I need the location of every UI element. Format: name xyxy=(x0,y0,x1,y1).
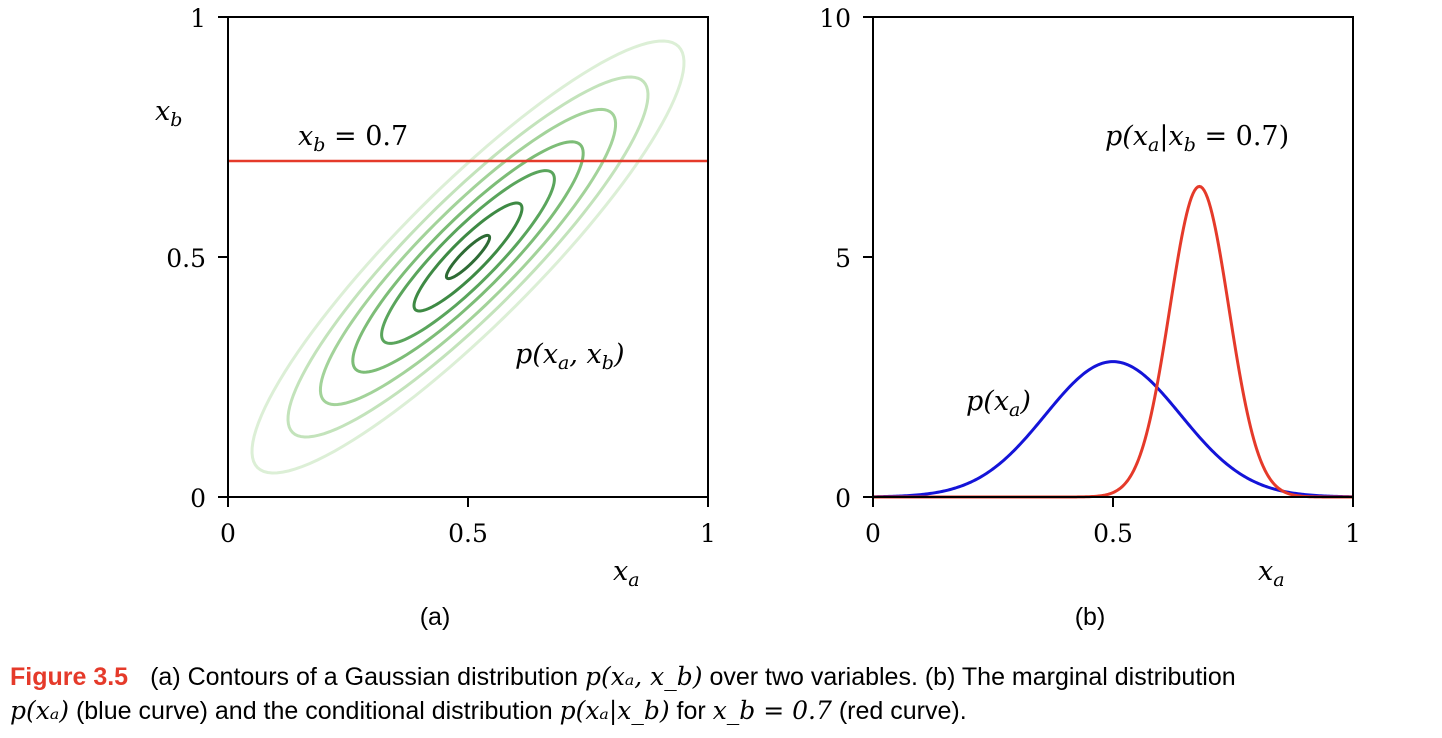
xtick-label: 0.5 xyxy=(1093,519,1133,548)
joint-annotation: p(xa, xb) xyxy=(515,339,625,374)
sublabel-a: (a) xyxy=(420,603,451,631)
sublabel-b: (b) xyxy=(1075,603,1106,631)
figure-caption: Figure 3.5 (a) Contours of a Gaussian dis… xyxy=(10,660,1435,728)
contour-group xyxy=(250,39,686,475)
ticks-a xyxy=(218,16,709,507)
contour-line xyxy=(412,201,524,313)
axes-frame-a xyxy=(227,16,709,498)
ytick-label: 5 xyxy=(835,244,851,273)
legend-conditional: p(xa|xb = 0.7) xyxy=(1105,121,1289,156)
contour-line xyxy=(250,39,686,475)
xtick-label: 1 xyxy=(700,519,716,548)
contour-line xyxy=(444,233,492,281)
ticks-b xyxy=(863,16,1354,507)
contour-line xyxy=(286,75,650,439)
xtick-label: 0.5 xyxy=(448,519,488,548)
caption-math: p(xₐ) xyxy=(10,696,69,725)
caption-text: over two variables. (b) The marginal dis… xyxy=(702,663,1236,691)
contour-line xyxy=(380,169,556,345)
ytick-label: 1 xyxy=(190,4,206,33)
contour-line xyxy=(351,140,585,374)
xtick-label: 0 xyxy=(865,519,881,548)
ylabel-a: xb xyxy=(155,96,182,131)
condition-line-label: xb = 0.7 xyxy=(298,121,408,156)
xtick-label: 1 xyxy=(1345,519,1361,548)
figure-canvas: 0 0.5 1 0 0.5 1 xb xa xb = 0.7 p(xa, xb)… xyxy=(155,4,1361,631)
caption-text: for xyxy=(669,697,713,725)
caption-math: p(xₐ, x_b) xyxy=(585,662,703,691)
xlabel-b: xa xyxy=(1258,556,1285,591)
caption-text: (blue curve) and the conditional distrib… xyxy=(69,697,560,725)
contour-line xyxy=(318,107,618,407)
ytick-label: 0.5 xyxy=(166,244,206,273)
caption-math: x_b = 0.7 xyxy=(712,696,832,725)
panel-a: 0 0.5 1 0 0.5 1 xb xa xb = 0.7 p(xa, xb)… xyxy=(155,4,716,631)
caption-text: (a) Contours of a Gaussian distribution xyxy=(150,663,586,691)
figure-number: Figure 3.5 xyxy=(10,663,129,691)
legend-marginal: p(xa) xyxy=(966,386,1031,421)
axes-frame-b xyxy=(872,16,1354,498)
series-line-conditional xyxy=(873,184,1353,499)
caption-text: (red curve). xyxy=(831,697,967,725)
ytick-label: 0 xyxy=(190,484,206,513)
ytick-label: 10 xyxy=(819,4,851,33)
caption-math: p(xₐ|x_b) xyxy=(559,696,670,725)
ytick-label: 0 xyxy=(835,484,851,513)
series-line-marginal xyxy=(872,360,1354,499)
xlabel-a: xa xyxy=(613,556,640,591)
panel-b: 0 0.5 1 0 5 10 xa p(xa|xb = 0.7) p(xa) (… xyxy=(819,4,1361,631)
xtick-label: 0 xyxy=(220,519,236,548)
